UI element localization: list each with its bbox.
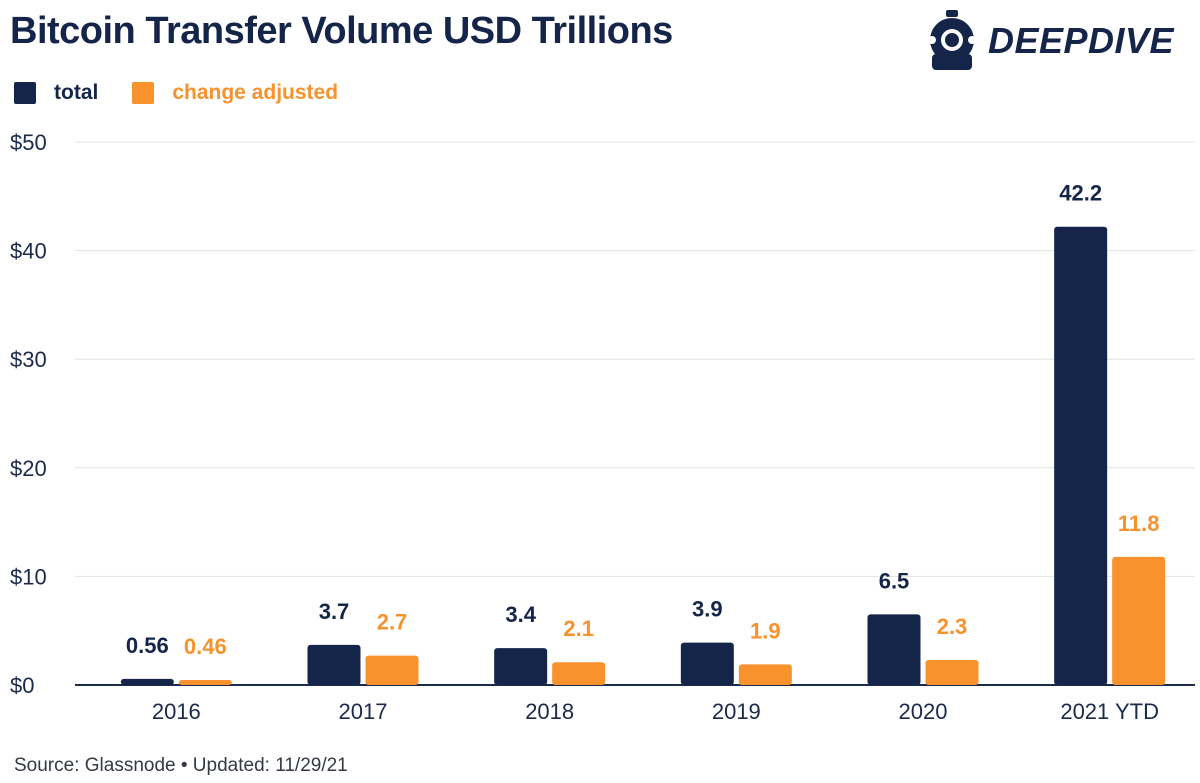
- x-tick-label: 2017: [339, 699, 388, 724]
- y-tick-label: $40: [10, 239, 47, 264]
- x-tick-label: 2019: [712, 699, 761, 724]
- data-label: 2.3: [937, 614, 968, 639]
- diving-helmet-icon: [928, 10, 976, 70]
- y-tick-label: $30: [10, 347, 47, 372]
- x-tick-label: 2016: [152, 699, 201, 724]
- y-tick-label: $0: [10, 673, 34, 698]
- data-label: 3.7: [319, 599, 350, 624]
- bar-total: [120, 678, 174, 685]
- data-label: 6.5: [879, 568, 910, 593]
- chart-title: Bitcoin Transfer Volume USD Trillions: [10, 10, 673, 52]
- legend-item-total: total: [14, 81, 98, 105]
- x-tick-label: 2020: [899, 699, 948, 724]
- source-note: Source: Glassnode • Updated: 11/29/21: [14, 755, 348, 776]
- data-label: 0.56: [126, 633, 169, 658]
- data-label: 11.8: [1118, 511, 1160, 536]
- legend-item-change-adjusted: change adjusted: [132, 81, 338, 105]
- bar-change-adjusted: [1112, 556, 1166, 685]
- data-label: 2.1: [563, 616, 594, 641]
- bar-total: [494, 648, 548, 685]
- data-label: 42.2: [1059, 181, 1102, 206]
- bar-total: [1054, 226, 1108, 685]
- bar-change-adjusted: [365, 655, 419, 685]
- legend-swatch-change-adjusted: [132, 82, 155, 104]
- data-label: 0.46: [184, 634, 227, 659]
- legend-label-change-adjusted: change adjusted: [172, 81, 339, 104]
- bar-change-adjusted: [552, 662, 606, 685]
- bar-total: [867, 614, 921, 685]
- legend-label-total: total: [54, 81, 99, 104]
- data-label: 1.9: [750, 618, 781, 643]
- brand-logo: DEEPDIVE: [926, 8, 1196, 78]
- x-tick-label: 2021 YTD: [1060, 699, 1159, 724]
- legend: total change adjusted: [14, 78, 372, 108]
- bar-total: [307, 644, 361, 685]
- bar-change-adjusted: [178, 680, 232, 685]
- y-tick-label: $10: [10, 564, 47, 589]
- data-label: 2.7: [377, 610, 408, 635]
- brand-name: DEEPDIVE: [988, 20, 1175, 61]
- legend-swatch-total: [14, 82, 36, 104]
- y-tick-label: $50: [10, 130, 47, 155]
- y-tick-label: $20: [10, 456, 47, 481]
- data-label: 3.4: [505, 602, 536, 627]
- bar-change-adjusted: [738, 664, 792, 685]
- bar-change-adjusted: [925, 660, 979, 685]
- data-label: 3.9: [692, 597, 723, 622]
- x-tick-label: 2018: [525, 699, 574, 724]
- bar-total: [680, 642, 734, 685]
